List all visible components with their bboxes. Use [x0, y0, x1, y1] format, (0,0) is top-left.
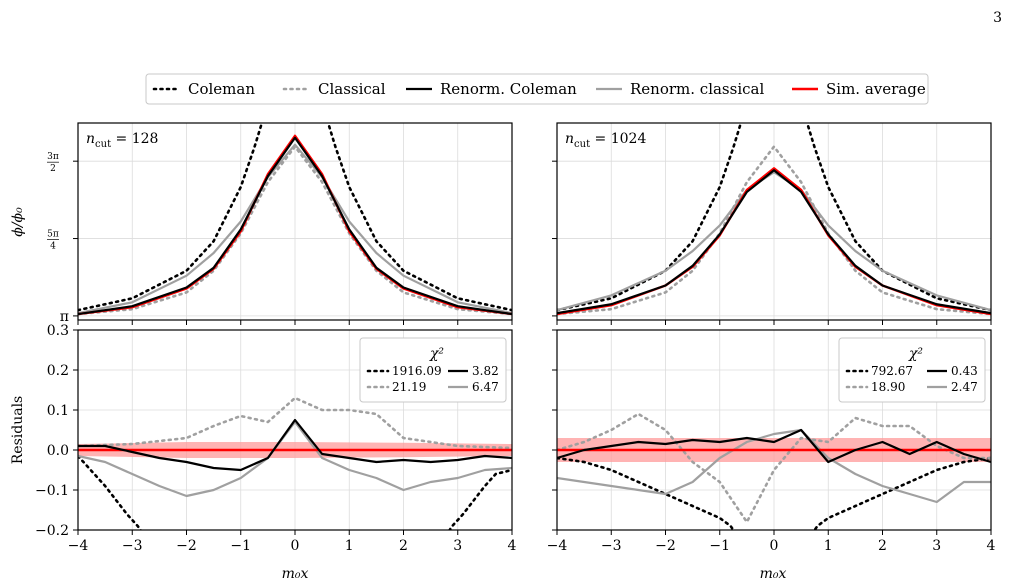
- series-line-renorm-classical: [78, 420, 512, 498]
- series-line-classical: [557, 412, 991, 524]
- ncut-annotation: ncut = 1024: [565, 131, 646, 150]
- panel-top-left: π 5π 4 3π 2 ncut = 128: [47, 122, 513, 325]
- series-line-coleman: [557, 123, 991, 312]
- x-tick-label: 4: [987, 538, 996, 554]
- y-tick-label-denominator: 4: [50, 242, 56, 252]
- x-tick-label: 2: [399, 538, 408, 554]
- y-tick-label: −0.1: [35, 483, 69, 499]
- top-y-axis-label: ϕ/ϕ₀: [10, 207, 26, 237]
- x-tick-label: 0: [770, 538, 779, 554]
- legend: Coleman Classical Renorm. Coleman Renorm. c…: [145, 73, 929, 105]
- panel-bottom-right: −4 −3 −2 −1 0 1 2 3 4 χ² 792.67 0.43 18.90 2.47: [547, 329, 996, 554]
- legend-label-classical: Classical: [318, 80, 386, 98]
- x-tick-label: 3: [453, 538, 462, 554]
- x-tick-label: −1: [709, 538, 730, 554]
- y-tick-label-numerator: 5π: [47, 230, 59, 240]
- legend-box: [145, 73, 929, 105]
- ncut-annotation: ncut = 128: [86, 131, 158, 150]
- series-line-renorm-coleman: [78, 136, 512, 316]
- y-tick-label: 0.2: [47, 363, 69, 379]
- x-axis-label-left: m₀x: [282, 566, 309, 582]
- legend-label-sim-average: Sim. average: [826, 80, 926, 98]
- chi2-value-classical: 21.19: [392, 380, 426, 394]
- legend-label-renorm-classical: Renorm. classical: [630, 80, 764, 98]
- chi2-legend: [838, 337, 986, 403]
- y-tick-label: 0.3: [47, 323, 69, 339]
- y-tick-label: 0.0: [47, 443, 69, 459]
- x-tick-label: −4: [547, 538, 568, 554]
- x-tick-label: 1: [345, 538, 354, 554]
- bottom-y-axis-label: Residuals: [10, 396, 26, 464]
- y-tick-label: π: [60, 309, 69, 325]
- legend-label-renorm-coleman: Renorm. Coleman: [440, 80, 577, 98]
- chi2-title: χ²: [908, 346, 923, 362]
- x-tick-label: −2: [655, 538, 676, 554]
- panel-bottom-left: −4 −3 −2 −1 0 1 2 3 4 0.3 0.2 0.1 0.0 −0.1 −0.2 χ² 1916.…: [35, 323, 517, 554]
- y-tick-label: 0.1: [47, 403, 69, 419]
- x-tick-label: 3: [932, 538, 941, 554]
- x-tick-label: −1: [230, 538, 251, 554]
- chi2-value-coleman: 1916.09: [392, 364, 442, 378]
- chi2-value-classical: 18.90: [871, 380, 905, 394]
- series-line-renorm-coleman: [78, 418, 512, 472]
- series-line-renorm-classical: [78, 143, 512, 315]
- chi2-title: χ²: [429, 346, 444, 362]
- chi2-value-renorm-coleman: 0.43: [951, 364, 978, 378]
- y-tick-label-numerator: 3π: [47, 152, 59, 162]
- series-line-coleman: [557, 456, 991, 530]
- panel-top-right: ncut = 1024: [552, 122, 992, 325]
- x-tick-label: −3: [601, 538, 622, 554]
- series-line-classical: [78, 145, 512, 316]
- x-tick-label: 4: [508, 538, 517, 554]
- x-tick-label: −3: [122, 538, 143, 554]
- chi2-value-coleman: 792.67: [871, 364, 913, 378]
- x-tick-label: −2: [176, 538, 197, 554]
- y-tick-label-denominator: 2: [50, 164, 56, 174]
- x-tick-label: 0: [291, 538, 300, 554]
- chi2-value-renorm-classical: 2.47: [951, 380, 978, 394]
- series-line-renorm-coleman: [557, 169, 991, 315]
- series-line-coleman: [78, 454, 512, 530]
- legend-label-coleman: Coleman: [188, 80, 255, 98]
- series-line-renorm-coleman: [557, 428, 991, 464]
- x-tick-label: 1: [824, 538, 833, 554]
- series-line-renorm-classical: [557, 171, 991, 312]
- x-tick-label: 2: [878, 538, 887, 554]
- series-line-coleman: [78, 123, 512, 312]
- series-line-renorm-classical: [557, 428, 991, 504]
- y-tick-label: −0.2: [35, 523, 69, 539]
- x-axis-label-right: m₀x: [760, 566, 787, 582]
- x-tick-label: −4: [68, 538, 89, 554]
- chi2-legend: [359, 337, 507, 403]
- chi2-value-renorm-classical: 6.47: [472, 380, 499, 394]
- page-number: 3: [993, 10, 1002, 26]
- series-line-classical: [557, 145, 991, 316]
- chi2-value-renorm-coleman: 3.82: [472, 364, 499, 378]
- series-line-classical: [78, 396, 512, 450]
